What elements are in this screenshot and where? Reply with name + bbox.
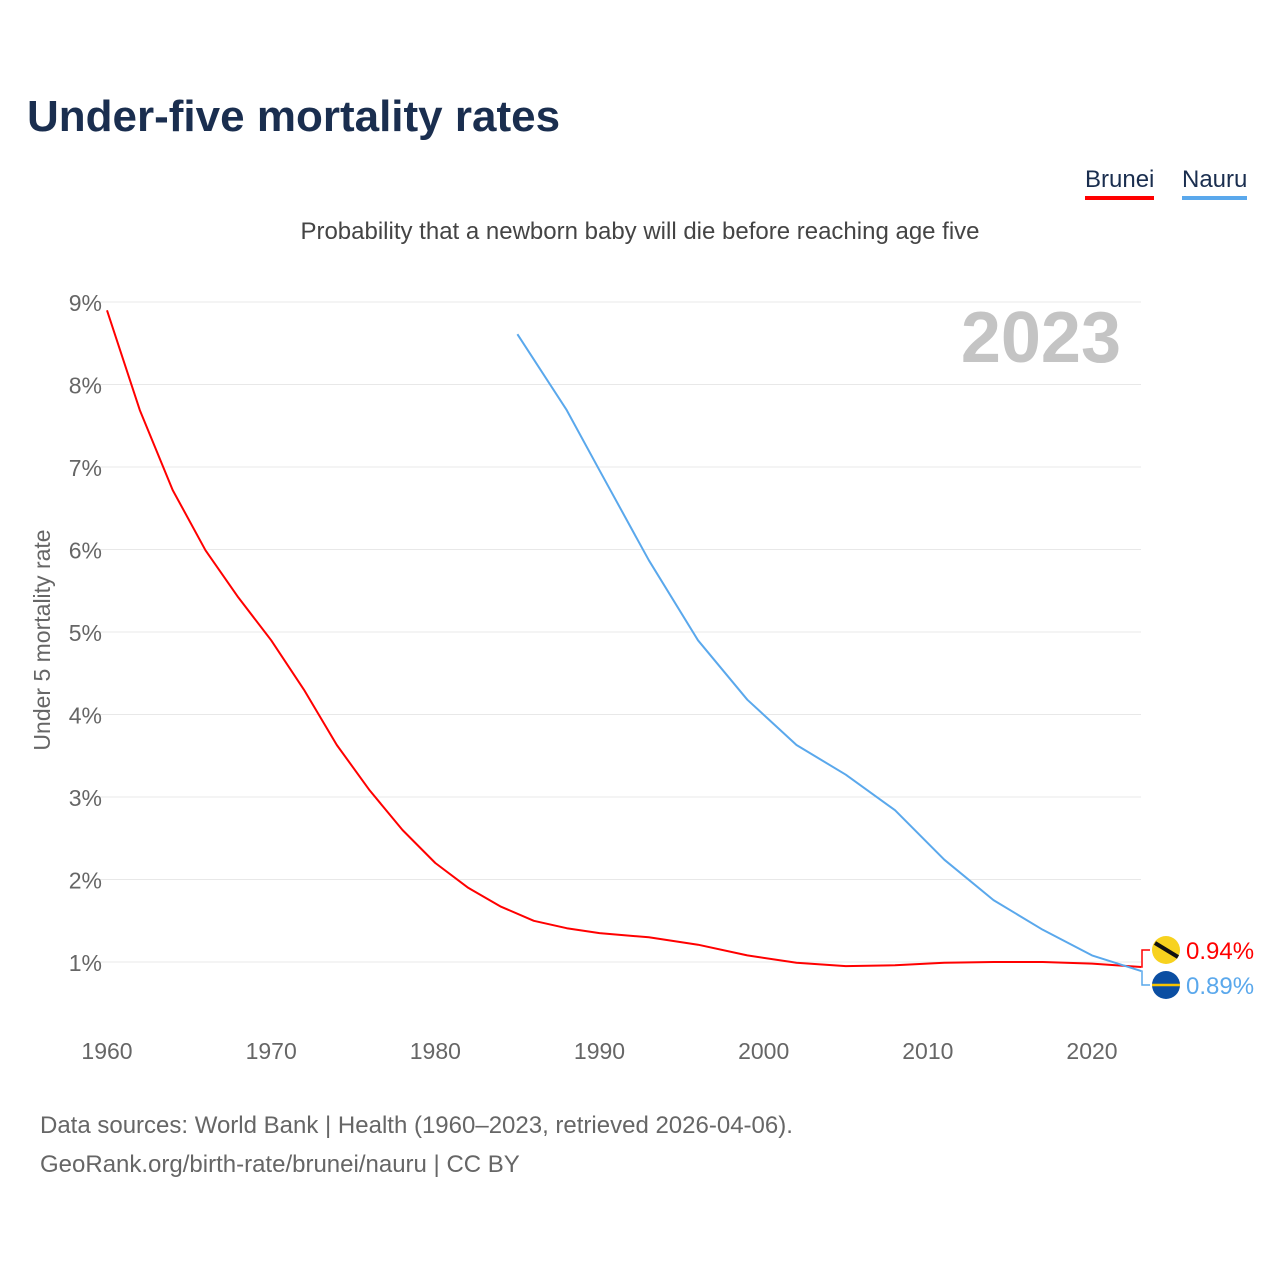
label-connector <box>1141 970 1150 986</box>
legend-nauru[interactable]: Nauru <box>1182 166 1248 200</box>
source-line-2[interactable]: GeoRank.org/birth-rate/brunei/nauru | CC… <box>40 1151 520 1178</box>
chart-plot: 1% 2% 3% 4% 5% 6% 7% 8% 9% 1960 1970 1980 1990 2000 20… <box>29 290 1254 1064</box>
x-tick-label: 1970 <box>246 1038 297 1064</box>
y-tick-label: 8% <box>69 373 102 399</box>
x-tick-label: 1960 <box>81 1038 132 1064</box>
y-tick-label: 2% <box>69 868 102 894</box>
x-tick-label: 2000 <box>738 1038 789 1064</box>
year-watermark: 2023 <box>961 298 1121 378</box>
label-connector <box>1141 949 1150 968</box>
source-line-1: Data sources: World Bank | Health (1960–… <box>40 1112 793 1139</box>
chart-title: Under-five mortality rates <box>27 92 561 141</box>
y-tick-label: 6% <box>69 538 102 564</box>
legend-brunei[interactable]: Brunei <box>1085 166 1155 200</box>
y-axis-label: Under 5 mortality rate <box>29 529 55 750</box>
y-tick-label: 3% <box>69 785 102 811</box>
y-tick-label: 5% <box>69 620 102 646</box>
x-tick-label: 2010 <box>902 1038 953 1064</box>
x-tick-label: 1990 <box>574 1038 625 1064</box>
y-tick-label: 7% <box>69 455 102 481</box>
x-tick-label: 1980 <box>410 1038 461 1064</box>
series-line-brunei <box>106 309 1142 968</box>
y-tick-label: 4% <box>69 703 102 729</box>
y-tick-label: 9% <box>69 290 102 316</box>
chart-subtitle: Probability that a newborn baby will die… <box>300 218 980 245</box>
end-value-label: 0.89% <box>1186 973 1254 1000</box>
end-value-label: 0.94% <box>1186 938 1254 965</box>
flag-stripe <box>1153 941 1180 959</box>
x-tick-label: 2020 <box>1066 1038 1117 1064</box>
series-line-nauru <box>516 333 1142 973</box>
y-tick-label: 1% <box>69 950 102 976</box>
source-note: Data sources: World Bank | Health (1960–… <box>40 1106 793 1184</box>
